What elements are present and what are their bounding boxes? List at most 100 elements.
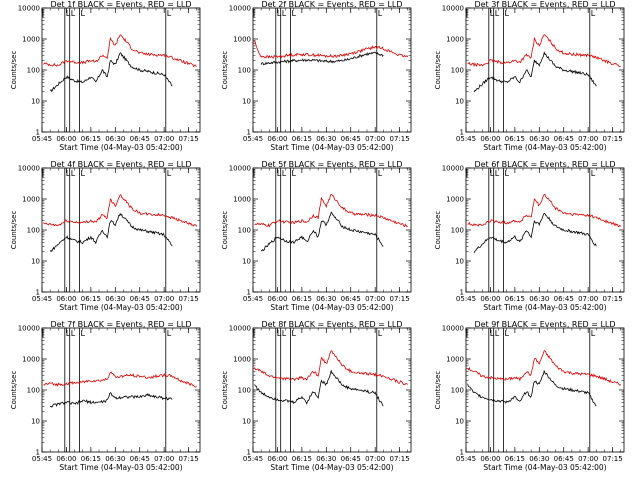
events-series-line — [473, 51, 597, 93]
time-marker-label: L — [495, 329, 500, 338]
time-marker-label: L — [490, 329, 495, 338]
time-marker-label: L — [291, 329, 296, 338]
y-tick-label: 100 — [238, 67, 251, 75]
x-tick-label: 05:45 — [32, 295, 52, 303]
time-marker-label: L — [291, 9, 296, 18]
detector-plot-4: Det 4f BLACK = Events, RED = LLD 1 10 100 10… — [10, 160, 201, 312]
time-marker-label: L — [277, 329, 282, 338]
x-tick-label: 07:15 — [390, 455, 410, 463]
time-marker-label: L — [167, 329, 172, 338]
x-tick-label: 06:15 — [81, 295, 101, 303]
x-tick-label: 06:45 — [554, 455, 574, 463]
time-marker-label: L — [495, 9, 500, 18]
x-axis-label: Start Time (04-May-03 05:42:00) — [483, 303, 606, 312]
plot-frame — [465, 167, 625, 293]
x-tick-label: 07:15 — [179, 135, 199, 143]
x-tick-label: 06:15 — [292, 295, 312, 303]
y-tick-label: 100 — [451, 67, 464, 75]
y-tick-label: 100 — [27, 387, 40, 395]
y-tick-label: 1 — [247, 129, 251, 137]
y-tick-label: 100 — [27, 67, 40, 75]
y-tick-label: 1 — [460, 289, 464, 297]
x-tick-label: 05:45 — [243, 295, 263, 303]
plot-title: Det 8f BLACK = Events, RED = LLD — [261, 320, 402, 329]
lld-series-line — [467, 350, 621, 386]
x-tick-label: 07:00 — [365, 135, 385, 143]
y-tick-label: 1000 — [233, 36, 251, 44]
y-tick-label: 10 — [31, 418, 40, 426]
detector-plot-7: Det 7f BLACK = Events, RED = LLD 1 10 100 10… — [10, 320, 201, 472]
events-series-line — [261, 211, 384, 252]
x-axis-label: Start Time (04-May-03 05:42:00) — [59, 463, 182, 472]
y-tick-label: 1 — [36, 449, 40, 457]
x-tick-label: 06:30 — [316, 455, 336, 463]
y-axis-label: Counts/sec — [434, 211, 442, 250]
x-tick-label: 06:15 — [292, 455, 312, 463]
plot-title: Det 2f BLACK = Events, RED = LLD — [261, 0, 402, 9]
x-tick-label: 06:45 — [341, 135, 361, 143]
time-marker-label: L — [71, 329, 76, 338]
time-marker-label: L — [282, 329, 287, 338]
detector-plot-8: Det 8f BLACK = Events, RED = LLD 1 10 100 10… — [221, 320, 412, 472]
x-tick-label: 06:00 — [267, 295, 287, 303]
x-tick-label: 07:00 — [578, 135, 598, 143]
events-series-line — [49, 212, 173, 253]
detector-plot-6: Det 6f BLACK = Events, RED = LLD 1 10 100 10… — [434, 160, 625, 312]
time-marker-label: L — [167, 9, 172, 18]
x-tick-label: 06:15 — [505, 135, 525, 143]
x-tick-label: 06:15 — [81, 455, 101, 463]
time-marker-label: L — [80, 169, 85, 178]
y-axis-label: Counts/sec — [434, 51, 442, 90]
x-tick-label: 06:45 — [341, 455, 361, 463]
lld-series-line — [43, 194, 198, 227]
time-marker-label: L — [80, 329, 85, 338]
y-tick-label: 10000 — [18, 325, 40, 333]
x-tick-label: 07:00 — [154, 295, 174, 303]
x-tick-label: 06:00 — [56, 295, 76, 303]
y-tick-label: 10 — [242, 98, 251, 106]
time-marker-label: L — [167, 169, 172, 178]
y-tick-label: 1 — [460, 129, 464, 137]
y-axis-label: Counts/sec — [434, 371, 442, 410]
time-marker-label: L — [504, 9, 509, 18]
lld-series-line — [254, 350, 408, 386]
lld-series-line — [467, 193, 622, 228]
x-tick-label: 06:00 — [267, 455, 287, 463]
plot-frame — [41, 167, 201, 293]
y-tick-label: 10000 — [229, 325, 251, 333]
y-tick-label: 1000 — [22, 196, 40, 204]
lld-series-line — [254, 40, 409, 59]
x-tick-label: 07:15 — [603, 135, 623, 143]
x-axis-label: Start Time (04-May-03 05:42:00) — [483, 463, 606, 472]
x-tick-label: 07:15 — [603, 295, 623, 303]
time-marker-label: L — [378, 9, 383, 18]
time-marker-label: L — [291, 169, 296, 178]
x-tick-label: 06:30 — [316, 295, 336, 303]
y-tick-label: 10 — [455, 418, 464, 426]
x-tick-label: 05:45 — [32, 135, 52, 143]
x-axis-label: Start Time (04-May-03 05:42:00) — [270, 303, 393, 312]
time-marker-label: L — [277, 169, 282, 178]
x-tick-label: 06:00 — [56, 455, 76, 463]
y-tick-label: 1 — [36, 289, 40, 297]
y-tick-label: 1000 — [446, 196, 464, 204]
detector-plot-9: Det 9f BLACK = Events, RED = LLD 1 10 100 10… — [434, 320, 625, 472]
x-tick-label: 07:15 — [390, 295, 410, 303]
time-marker-label: L — [66, 9, 71, 18]
plot-title: Det 4f BLACK = Events, RED = LLD — [50, 160, 191, 169]
plot-frame — [41, 7, 201, 133]
x-tick-label: 06:30 — [105, 295, 125, 303]
y-tick-label: 1000 — [22, 356, 40, 364]
x-tick-label: 06:30 — [105, 455, 125, 463]
x-tick-label: 05:45 — [243, 455, 263, 463]
x-tick-label: 06:15 — [81, 135, 101, 143]
time-marker-label: L — [378, 169, 383, 178]
y-tick-label: 1000 — [446, 356, 464, 364]
y-tick-label: 1 — [247, 449, 251, 457]
x-tick-label: 06:00 — [480, 455, 500, 463]
x-axis-label: Start Time (04-May-03 05:42:00) — [270, 143, 393, 152]
time-marker-label: L — [504, 169, 509, 178]
x-tick-label: 05:45 — [456, 455, 476, 463]
events-series-line — [254, 369, 384, 407]
plot-frame — [465, 327, 625, 453]
